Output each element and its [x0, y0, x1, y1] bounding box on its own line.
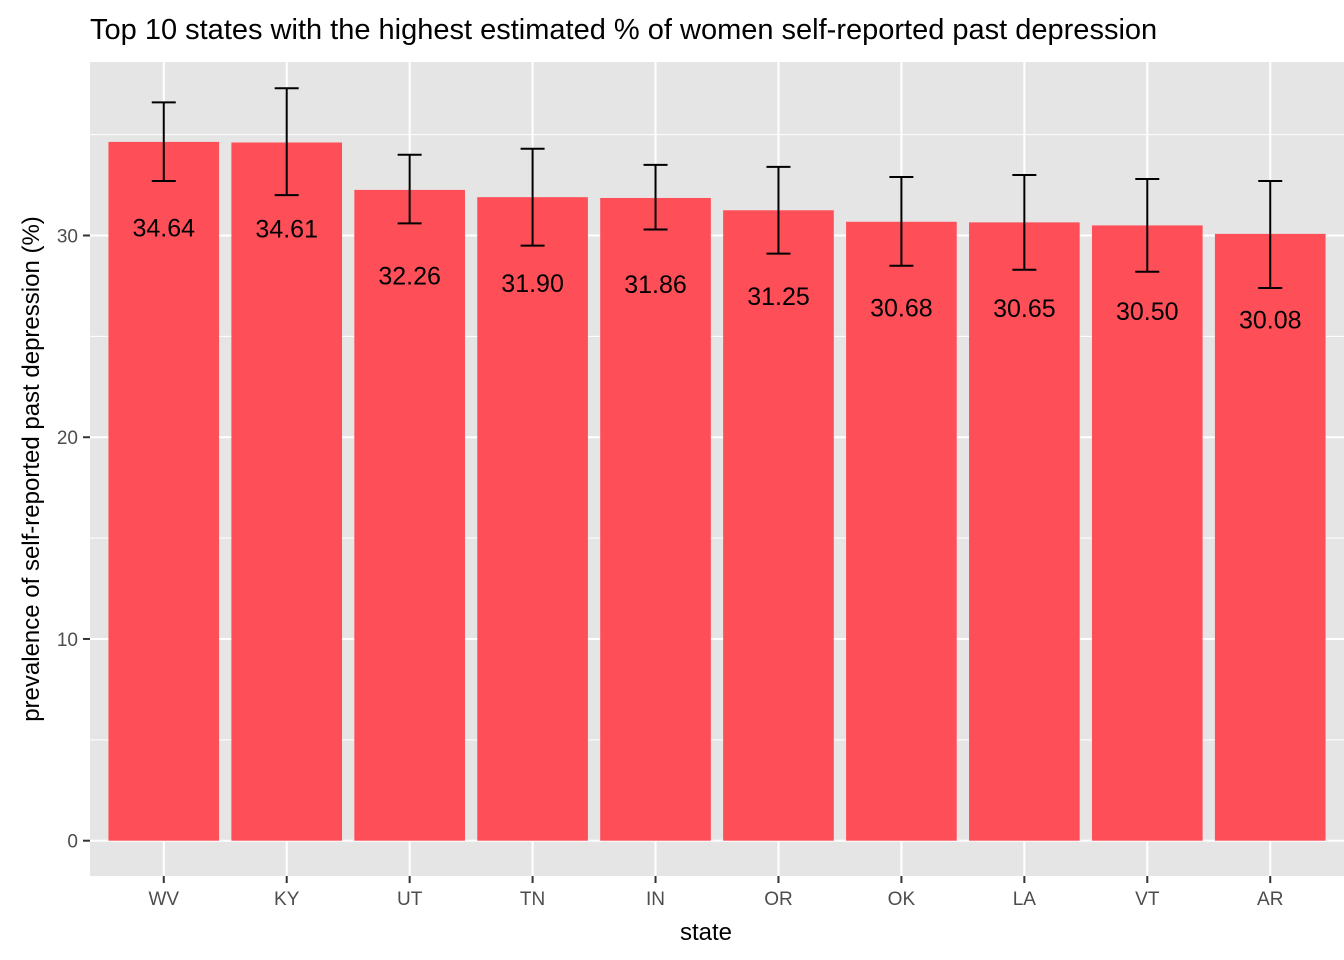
x-tick-label-ky: KY [274, 889, 300, 910]
bar-la [969, 222, 1080, 841]
value-label-tn: 31.90 [501, 270, 564, 298]
x-tick-label-ut: UT [397, 889, 423, 910]
value-label-or: 31.25 [747, 283, 810, 311]
x-tick-label-tn: TN [520, 889, 545, 910]
value-label-vt: 30.50 [1116, 298, 1179, 326]
x-axis: WV KY UT TN IN OR OK LA VT AR [148, 876, 1283, 910]
bar-or [723, 210, 834, 841]
error-bar-tn [520, 147, 545, 247]
x-tick-label-la: LA [1013, 889, 1037, 910]
error-bar-in [643, 163, 668, 231]
bar-ar [1214, 233, 1326, 841]
x-axis-label: state [680, 919, 732, 946]
y-tick-label: 10 [57, 630, 78, 651]
bar-vt [1091, 225, 1203, 841]
value-label-in: 31.86 [624, 271, 687, 299]
error-bar-ar [1258, 180, 1283, 289]
value-label-ok: 30.68 [870, 295, 933, 323]
x-tick-label-in: IN [646, 889, 665, 910]
bar-tn [477, 197, 588, 841]
y-axis-label: prevalence of self-reported past depress… [18, 216, 45, 722]
bar-ky [231, 142, 343, 841]
bar-in [600, 197, 711, 841]
error-bar-la [1012, 173, 1037, 271]
error-bar-or [766, 165, 791, 255]
error-bar-ky [274, 87, 299, 197]
x-tick-label-ar: AR [1257, 889, 1283, 910]
error-bars [151, 87, 1283, 289]
error-bar-vt [1135, 178, 1160, 273]
y-tick-label: 30 [57, 226, 78, 247]
error-bar-ut [397, 153, 422, 225]
value-label-wv: 34.64 [132, 215, 195, 243]
x-tick-label-ok: OK [888, 889, 916, 910]
error-bar-wv [151, 101, 176, 183]
chart-title: Top 10 states with the highest estimated… [90, 14, 1157, 46]
error-bar-ok [889, 175, 914, 267]
value-label-ut: 32.26 [378, 263, 441, 291]
y-axis: 0 10 20 30 [57, 226, 90, 853]
bar-ut [354, 189, 465, 841]
x-tick-label-wv: WV [148, 889, 179, 910]
bars [108, 141, 1326, 841]
value-label-ky: 34.61 [255, 215, 318, 243]
y-tick-label: 0 [67, 832, 78, 853]
bar-ok [846, 221, 957, 841]
x-tick-label-or: OR [764, 889, 793, 910]
value-label-ar: 30.08 [1239, 307, 1302, 335]
x-tick-label-vt: VT [1135, 889, 1160, 910]
bar-value-labels: 34.64 34.61 32.26 31.90 31.86 31.25 30.68 30.65… [132, 215, 1301, 335]
bar-wv [108, 141, 220, 841]
value-label-la: 30.65 [993, 295, 1056, 323]
y-tick-label: 20 [57, 428, 78, 449]
